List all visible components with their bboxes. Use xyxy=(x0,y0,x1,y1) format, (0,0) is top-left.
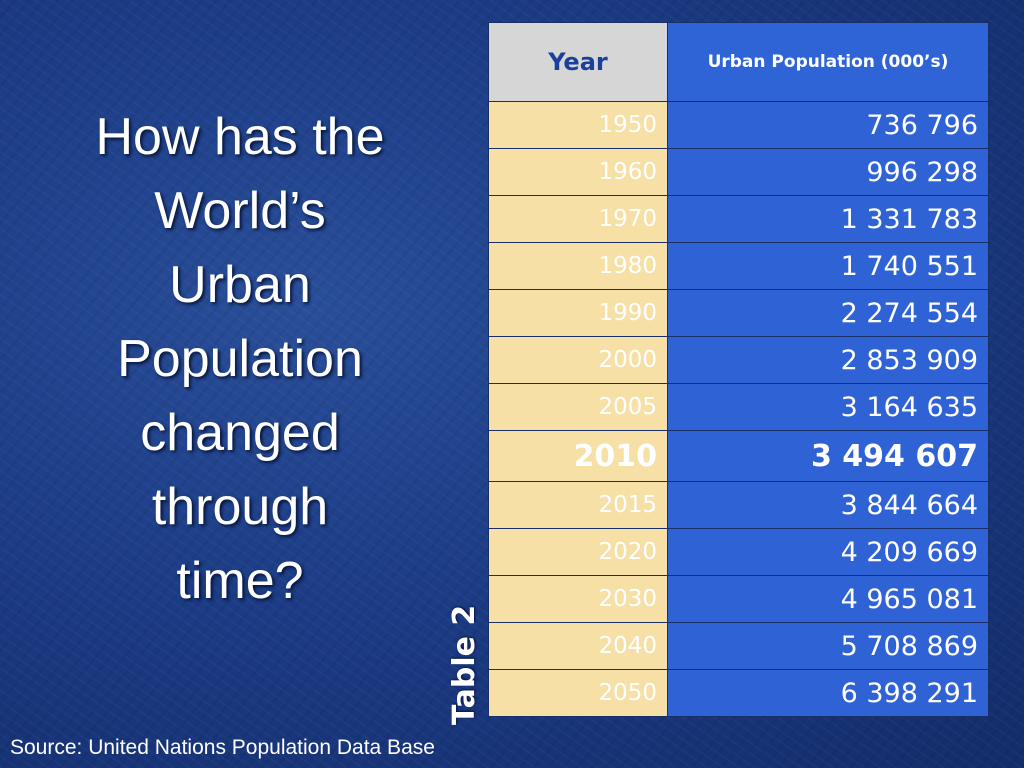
year-cell: 1990 xyxy=(488,289,668,337)
table-label: Table 2 xyxy=(445,605,485,725)
table-row: 1980 1 740 551 xyxy=(488,242,989,290)
table-row: 2040 5 708 869 xyxy=(488,622,989,670)
population-cell: 2 274 554 xyxy=(667,289,989,337)
year-cell: 2000 xyxy=(488,336,668,384)
table-row: 2020 4 209 669 xyxy=(488,528,989,576)
table-label-text: Table 2 xyxy=(447,604,482,725)
year-cell: 2020 xyxy=(488,528,668,576)
table-body: 1950 736 796 1960 996 298 1970 1 331 783 1980 1… xyxy=(488,101,989,717)
year-cell: 2050 xyxy=(488,669,668,717)
title-line: How has the xyxy=(95,108,385,166)
year-cell: 2015 xyxy=(488,481,668,529)
table-row: 1950 736 796 xyxy=(488,101,989,149)
population-cell: 1 331 783 xyxy=(667,195,989,243)
year-cell: 1980 xyxy=(488,242,668,290)
source-note: Source: United Nations Population Data B… xyxy=(10,736,435,759)
table-row: 2030 4 965 081 xyxy=(488,575,989,623)
year-cell: 2030 xyxy=(488,575,668,623)
population-cell: 3 844 664 xyxy=(667,481,989,529)
title-line: World’s xyxy=(154,182,326,240)
table-row: 2050 6 398 291 xyxy=(488,669,989,717)
table-row: 2000 2 853 909 xyxy=(488,336,989,384)
year-cell: 1960 xyxy=(488,148,668,196)
population-cell: 5 708 869 xyxy=(667,622,989,670)
title-line: changed xyxy=(140,404,340,462)
population-cell: 3 494 607 xyxy=(667,430,989,482)
title-line: time? xyxy=(176,552,304,610)
table-row: 2010 3 494 607 xyxy=(488,430,989,482)
population-cell: 996 298 xyxy=(667,148,989,196)
table-row: 1960 996 298 xyxy=(488,148,989,196)
year-cell: 2040 xyxy=(488,622,668,670)
table-row: 1970 1 331 783 xyxy=(488,195,989,243)
year-cell: 1950 xyxy=(488,101,668,149)
table-row: 2005 3 164 635 xyxy=(488,383,989,431)
year-cell: 2005 xyxy=(488,383,668,431)
title-line: through xyxy=(151,478,329,536)
title-line: Urban xyxy=(169,256,311,314)
year-column-header: Year xyxy=(488,22,668,102)
population-cell: 4 209 669 xyxy=(667,528,989,576)
table-row: 2015 3 844 664 xyxy=(488,481,989,529)
population-cell: 2 853 909 xyxy=(667,336,989,384)
title-line: Population xyxy=(117,330,363,388)
population-cell: 6 398 291 xyxy=(667,669,989,717)
population-cell: 3 164 635 xyxy=(667,383,989,431)
population-column-header: Urban Population (000’s) xyxy=(667,22,989,102)
population-cell: 736 796 xyxy=(667,101,989,149)
population-cell: 4 965 081 xyxy=(667,575,989,623)
table-row: 1990 2 274 554 xyxy=(488,289,989,337)
urban-population-table: Year Urban Population (000’s) 1950 736 79… xyxy=(488,22,989,717)
slide-title: How has the World’s Urban Population cha… xyxy=(40,100,440,618)
population-cell: 1 740 551 xyxy=(667,242,989,290)
table-header-row: Year Urban Population (000’s) xyxy=(488,22,989,102)
year-cell: 1970 xyxy=(488,195,668,243)
year-cell: 2010 xyxy=(488,430,668,482)
